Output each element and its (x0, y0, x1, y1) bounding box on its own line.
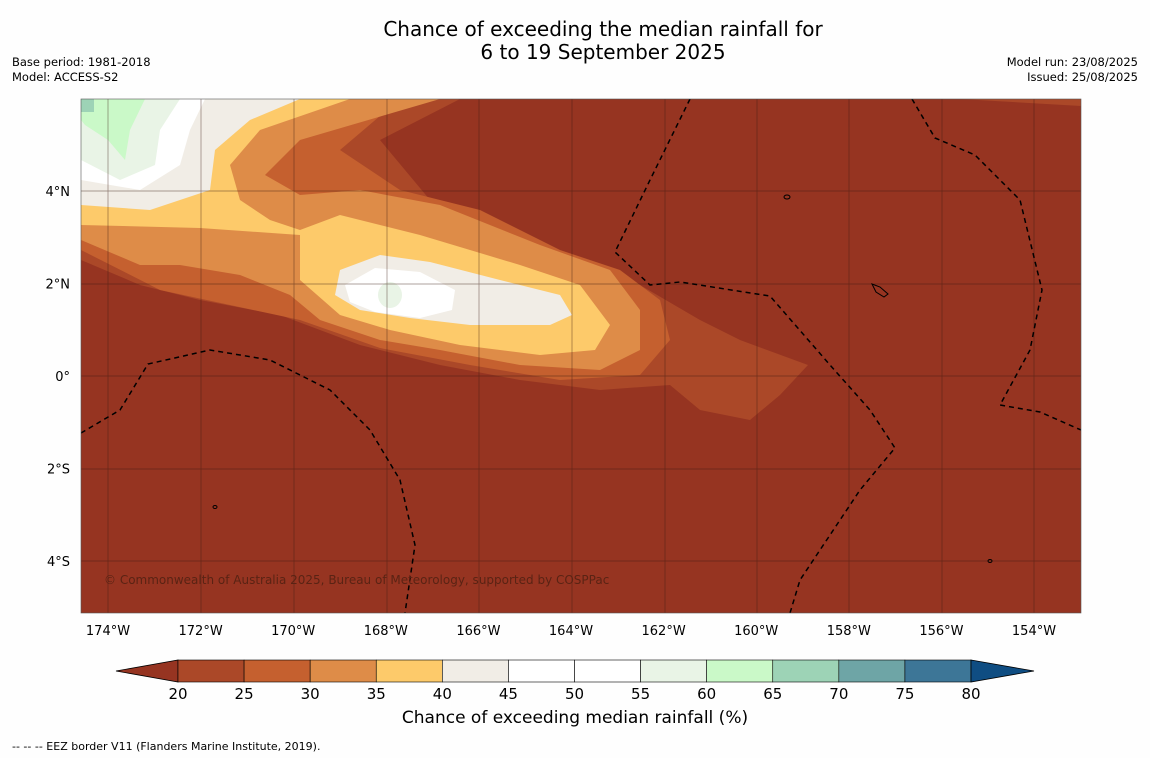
longitude-labels: 174°W 172°W 170°W 168°W 166°W 164°W 162°W 160°W… (86, 624, 1056, 639)
model-name: Model: ACCESS-S2 (12, 70, 119, 84)
colorbar-segment (772, 659, 840, 683)
colorbar-segment (309, 659, 377, 683)
base-period: Base period: 1981-2018 (12, 55, 151, 69)
colorbar-segment (640, 659, 707, 683)
colorbar-segment (904, 659, 972, 683)
map-plot-area (81, 99, 1081, 613)
colorbar-segment (375, 659, 443, 683)
colorbar-label: Chance of exceeding median rainfall (%) (401, 708, 749, 728)
lat-tick-label: 4°S (47, 555, 70, 570)
map-frame (80, 98, 1082, 614)
lon-tick-label: 158°W (827, 624, 871, 639)
colorbar-tick-label: 60 (697, 685, 716, 703)
contour-60-65 (81, 99, 145, 160)
colorbar-tick-label: 65 (763, 685, 782, 703)
colorbar-tick-label: 30 (301, 685, 320, 703)
lat-tick-label: 4°N (46, 185, 71, 200)
latitude-labels: 4°N 2°N 0° 2°S 4°S (46, 185, 71, 570)
lon-tick-label: 154°W (1012, 624, 1056, 639)
colorbar-segment (243, 659, 311, 683)
lat-tick-label: 2°N (46, 278, 71, 293)
lat-tick-label: 2°S (47, 463, 70, 478)
colorbar-segment (706, 659, 774, 683)
colorbar-extend-low (115, 659, 179, 683)
map-title: Chance of exceeding the median rainfall … (0, 18, 1150, 64)
colorbar-tick-label: 35 (367, 685, 386, 703)
graticule (81, 99, 1081, 613)
lon-tick-label: 170°W (271, 624, 315, 639)
colorbar-extend-high (970, 659, 1035, 683)
contour-65-70 (81, 99, 94, 112)
colorbar-tick-label: 25 (235, 685, 254, 703)
colorbar-tick-label: 20 (168, 685, 187, 703)
lon-tick-label: 174°W (86, 624, 130, 639)
run-info: Model run: 23/08/2025 Issued: 25/08/2025 (1007, 55, 1138, 85)
colorbar-segment (177, 659, 245, 683)
issued-date: Issued: 25/08/2025 (1027, 70, 1138, 84)
colorbar-tick-label: 75 (895, 685, 914, 703)
model-info: Base period: 1981-2018 Model: ACCESS-S2 (12, 55, 151, 85)
copyright-note: © Commonwealth of Australia 2025, Bureau… (104, 573, 609, 587)
contour-60-65-spot (378, 282, 402, 308)
title-line-2: 6 to 19 September 2025 (480, 40, 726, 64)
title-line-1: Chance of exceeding the median rainfall … (383, 17, 823, 41)
colorbar-segment (442, 659, 509, 683)
eez-legend-note: -- -- -- EEZ border V11 (Flanders Marine… (12, 740, 321, 753)
colorbar-tick-label: 40 (433, 685, 452, 703)
eez-borders (81, 99, 1081, 613)
colorbar-tick-label: 45 (499, 685, 518, 703)
lon-tick-label: 166°W (456, 624, 500, 639)
lon-tick-label: 172°W (179, 624, 223, 639)
islands (212, 194, 993, 563)
lon-tick-label: 160°W (734, 624, 778, 639)
colorbar-tick-label: 70 (829, 685, 848, 703)
model-run: Model run: 23/08/2025 (1006, 55, 1138, 69)
lat-tick-label: 0° (55, 370, 70, 385)
lon-tick-label: 164°W (549, 624, 593, 639)
colorbar-segment (574, 659, 641, 683)
colorbar-segment (508, 659, 575, 683)
colorbar-tick-label: 55 (631, 685, 650, 703)
lon-tick-label: 156°W (919, 624, 963, 639)
colorbar-tick-label: 80 (961, 685, 980, 703)
lon-tick-label: 162°W (642, 624, 686, 639)
colorbar: 20 25 30 35 40 45 50 55 60 65 70 75 80 (115, 659, 1035, 703)
colorbar-tick-label: 50 (565, 685, 584, 703)
colorbar-segment (838, 659, 906, 683)
lon-tick-label: 168°W (364, 624, 408, 639)
